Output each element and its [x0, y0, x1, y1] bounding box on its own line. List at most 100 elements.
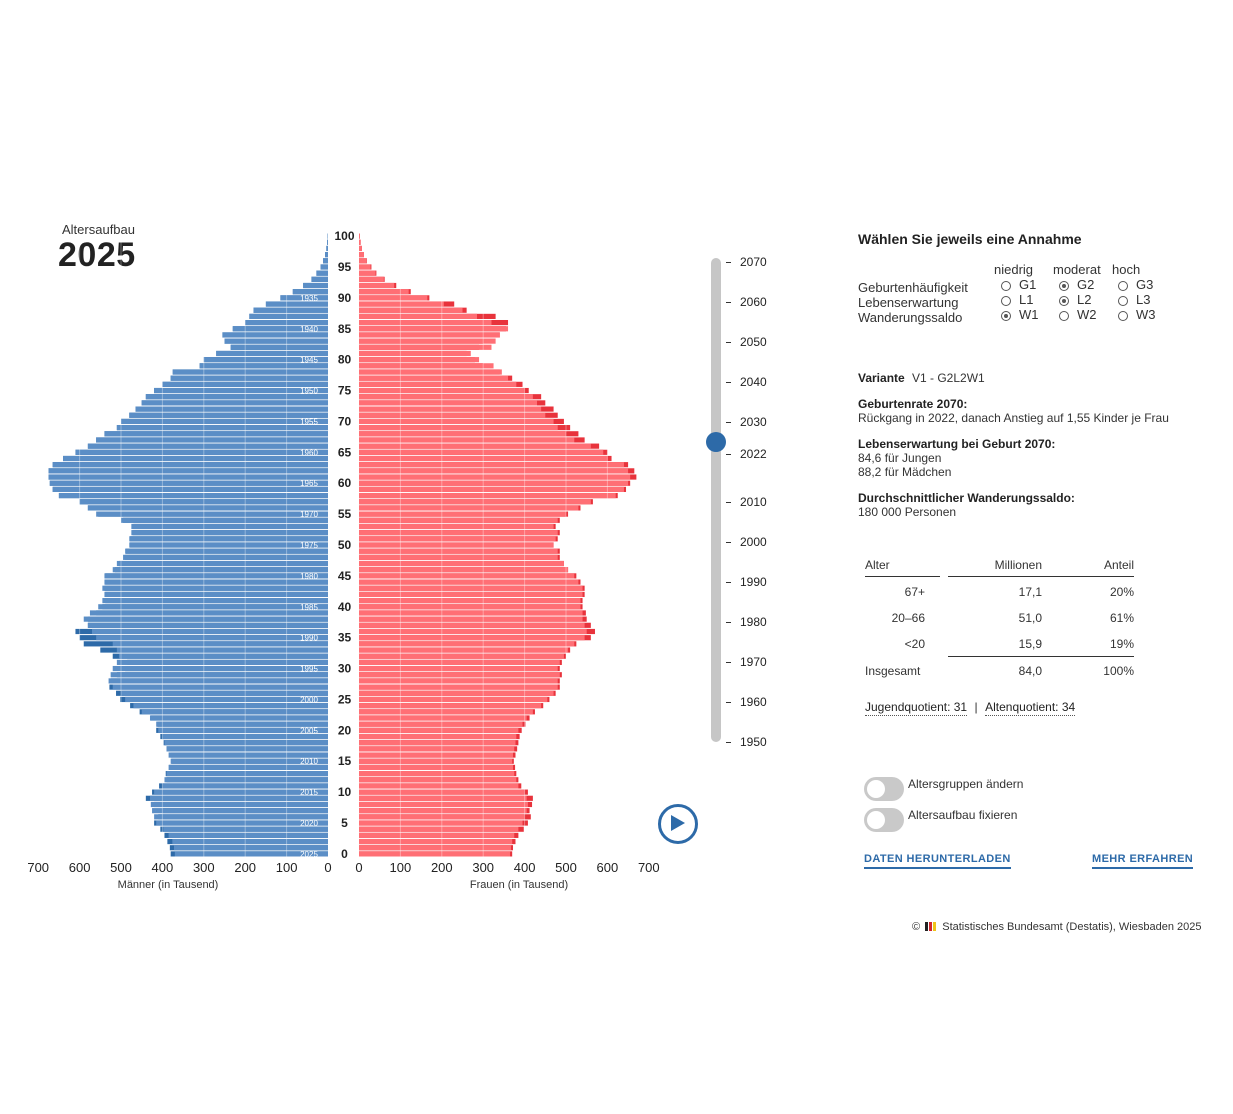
bar-male-age-40: [98, 604, 328, 610]
bar-male-age-87: [249, 313, 328, 319]
bar-female-age-3: [359, 832, 515, 838]
slider-tick-label-2010[interactable]: 2010: [740, 495, 767, 509]
bar-male-age-43: [102, 585, 329, 591]
download-data-link[interactable]: DATEN HERUNTERLADEN: [864, 853, 1011, 869]
bar-male-age-23: [141, 709, 328, 715]
chart-subtitle: Altersaufbau: [62, 222, 135, 237]
radio-l3[interactable]: [1118, 296, 1128, 306]
radio-label-w3[interactable]: W3: [1136, 307, 1156, 322]
radio-label-w2[interactable]: W2: [1077, 307, 1097, 322]
bar-female-age-4: [359, 826, 519, 832]
bar-male-age-8: [150, 801, 328, 808]
radio-g3[interactable]: [1118, 281, 1128, 291]
slider-tick-label-2050[interactable]: 2050: [740, 335, 767, 349]
age-tick-label-70: 70: [338, 414, 352, 428]
bar-female-age-14: [359, 764, 514, 771]
slider-tick-label-2022[interactable]: 2022: [740, 447, 767, 461]
bar-female-age-55: [359, 511, 566, 517]
play-button[interactable]: [658, 804, 698, 844]
toggle-knob: [867, 780, 885, 798]
slider-tick-label-2060[interactable]: 2060: [740, 295, 767, 309]
bar-female-age-59: [359, 486, 624, 492]
bar-female-age-84: [359, 332, 500, 338]
bar-female-age-79: [359, 363, 494, 369]
radio-label-g3[interactable]: G3: [1136, 277, 1154, 292]
table-cell: <20: [904, 637, 925, 651]
bar-male-age-58: [58, 492, 329, 499]
table-header-share: Anteil: [1103, 558, 1134, 572]
x-tick-female-300: 300: [472, 860, 494, 875]
x-tick-female-100: 100: [390, 860, 412, 875]
bar-female-age-5: [359, 820, 523, 826]
slider-tick-label-1980[interactable]: 1980: [740, 615, 767, 629]
bar-female-age-18: [359, 740, 516, 746]
bar-female-age-37: [359, 622, 585, 628]
slider-tick-label-1960[interactable]: 1960: [740, 695, 767, 709]
bar-male-age-79: [199, 363, 328, 369]
birth-year-label-1985: 1985: [300, 603, 318, 612]
radio-l1[interactable]: [1001, 296, 1011, 306]
bar-female-age-62: [359, 468, 629, 474]
info-migration-title: Durchschnittlicher Wanderungssaldo:: [858, 491, 1075, 505]
radio-w1[interactable]: [1001, 311, 1011, 321]
bar-female-age-67: [359, 437, 575, 443]
radio-label-g2[interactable]: G2: [1077, 277, 1095, 292]
bar-male-age-49: [125, 548, 328, 554]
radio-label-l3[interactable]: L3: [1136, 292, 1151, 307]
old-age-quotient[interactable]: Altenquotient: 34: [985, 700, 1076, 716]
col-label-moderat: moderat: [1053, 262, 1101, 277]
bar-female-age-11: [359, 783, 519, 789]
x-tick-female-0: 0: [355, 860, 362, 875]
radio-label-l2[interactable]: L2: [1077, 292, 1092, 307]
radio-w2[interactable]: [1059, 311, 1069, 321]
bar-male-age-61: [48, 474, 329, 480]
radio-g1[interactable]: [1001, 281, 1011, 291]
age-tick-label-100: 100: [334, 229, 354, 243]
bar-female-age-24: [359, 703, 542, 709]
bar-male-age-50: [129, 542, 328, 548]
table-cell: 51,0: [1018, 611, 1042, 625]
birth-year-label-1945: 1945: [300, 356, 318, 365]
year-slider-handle[interactable]: [706, 432, 726, 452]
slider-tick-label-1990[interactable]: 1990: [740, 575, 767, 589]
bar-female-age-98: [359, 245, 362, 252]
bar-male-age-74: [145, 394, 328, 400]
bar-male-age-64: [63, 455, 328, 462]
radio-label-w1[interactable]: W1: [1019, 307, 1039, 322]
bar-female-age-91: [359, 289, 409, 295]
bar-female-age-61: [359, 474, 631, 480]
slider-tick-label-2030[interactable]: 2030: [740, 415, 767, 429]
radio-w3[interactable]: [1118, 311, 1128, 321]
learn-more-link[interactable]: MEHR ERFAHREN: [1092, 853, 1194, 869]
destatis-logo-icon: [925, 922, 937, 934]
bar-female-age-8: [359, 801, 528, 808]
youth-quotient[interactable]: Jugendquotient: 31: [865, 700, 968, 716]
radio-g2[interactable]: [1059, 281, 1069, 291]
slider-tick-label-2000[interactable]: 2000: [740, 535, 767, 549]
bar-male-age-77: [170, 375, 328, 381]
slider-tick-label-1950[interactable]: 1950: [740, 735, 767, 749]
radio-label-g1[interactable]: G1: [1019, 277, 1037, 292]
year-slider-track[interactable]: [711, 258, 721, 742]
bar-male-age-62: [48, 468, 329, 474]
bar-female-age-93: [359, 276, 384, 282]
age-tick-label-50: 50: [338, 538, 352, 552]
bar-female-age-1: [359, 845, 511, 851]
bar-female-age-40: [359, 604, 581, 610]
variant-label: Variante: [858, 371, 905, 385]
slider-tick-label-2070[interactable]: 2070: [740, 255, 767, 269]
slider-tick-label-1970[interactable]: 1970: [740, 655, 767, 669]
radio-label-l1[interactable]: L1: [1019, 292, 1034, 307]
fix-structure-toggle[interactable]: [864, 808, 904, 832]
bar-female-age-75: [359, 387, 525, 394]
age-groups-toggle[interactable]: [864, 777, 904, 801]
bar-female-age-47: [359, 560, 564, 567]
radio-l2[interactable]: [1059, 296, 1069, 306]
bar-female-age-58: [359, 492, 616, 499]
slider-tick-label-2040[interactable]: 2040: [740, 375, 767, 389]
bar-female-age-92: [359, 282, 395, 289]
bar-male-age-57: [79, 499, 328, 505]
bar-female-age-68: [359, 431, 566, 437]
bar-male-age-46: [112, 567, 328, 573]
bar-male-age-66: [87, 443, 328, 449]
